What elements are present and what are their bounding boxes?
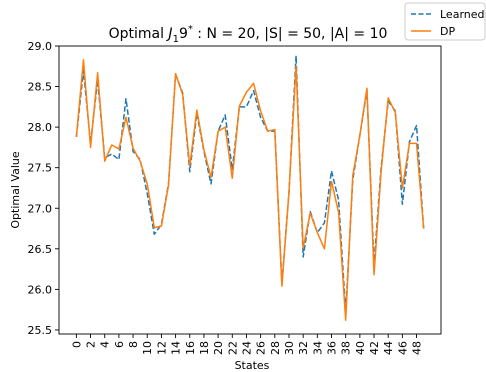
x-tick-label: 36 [326, 341, 339, 355]
y-tick-label: 28.5 [28, 81, 53, 94]
x-tick-label: 4 [99, 341, 112, 348]
y-tick-label: 29.0 [28, 40, 53, 53]
x-tick-label: 24 [240, 341, 253, 355]
y-tick-label: 26.0 [28, 283, 53, 296]
x-tick-label: 12 [155, 341, 168, 355]
x-tick-label: 0 [70, 341, 83, 348]
y-tick-label: 28.0 [28, 121, 53, 134]
x-tick-label: 18 [198, 341, 211, 355]
x-tick-label: 34 [311, 341, 324, 355]
chart-title-j: J [165, 26, 172, 42]
x-tick-label: 10 [141, 341, 154, 355]
x-tick-label: 46 [396, 341, 409, 355]
y-tick-label: 27.5 [28, 162, 53, 175]
x-tick-label: 22 [226, 341, 239, 355]
y-axis-label: Optimal Value [9, 151, 22, 228]
y-tick-label: 26.5 [28, 243, 53, 256]
x-tick-label: 6 [113, 341, 126, 348]
x-tick-label: 30 [283, 341, 296, 355]
x-tick-label: 8 [127, 341, 140, 348]
x-tick-label: 20 [212, 341, 225, 355]
chart-title-pre: Optimal [109, 26, 169, 42]
legend-label-dp: DP [440, 25, 455, 38]
x-tick-label: 40 [354, 341, 367, 355]
axes: 25.526.026.527.027.528.028.529.00 2 4 6 8 10 1… [28, 40, 442, 355]
y-tick-label: 27.0 [28, 202, 53, 215]
chart-title-sub: 1 [173, 34, 179, 45]
x-tick-label: 26 [255, 341, 268, 355]
x-tick-label: 38 [340, 341, 353, 355]
x-tick-label: 42 [368, 341, 381, 355]
legend: Learned DP [404, 2, 486, 41]
x-tick-label: 48 [411, 341, 424, 355]
chart-title-star: * [188, 24, 193, 35]
x-tick-label: 14 [170, 341, 183, 355]
series-line-dp [75, 59, 425, 321]
x-axis-label: States [235, 359, 270, 372]
x-tick-label: 32 [297, 341, 310, 355]
x-tick-label: 28 [269, 341, 282, 355]
y-tick-label: 25.5 [28, 324, 53, 337]
chart-title-nine: 9 [179, 26, 188, 42]
x-tick-label: 16 [184, 341, 197, 355]
series-line-learned [75, 54, 425, 313]
x-tick-label: 2 [85, 341, 98, 348]
x-tick-label: 44 [382, 341, 395, 355]
chart-title-post: : N = 20, |S| = 50, |A| = 10 [193, 26, 388, 42]
legend-label-learned: Learned [440, 8, 485, 21]
plot-area [75, 54, 425, 321]
axes-frame [58, 45, 442, 335]
chart-title: Optimal J19* : N = 20, |S| = 50, |A| = 1… [109, 24, 388, 45]
